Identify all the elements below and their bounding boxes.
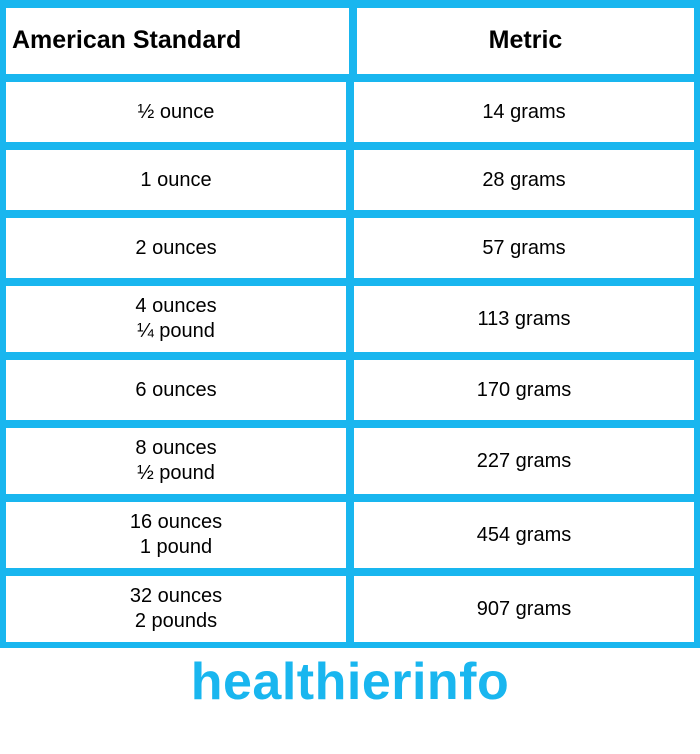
american-cell: 32 ounces 2 pounds [6, 576, 346, 642]
metric-cell: 57 grams [354, 218, 694, 278]
cell-text: ¼ pound [137, 319, 215, 344]
cell-text: 2 ounces [135, 236, 216, 261]
american-cell: 2 ounces [6, 218, 346, 278]
cell-text: 6 ounces [135, 378, 216, 403]
cell-text: 2 pounds [135, 609, 217, 634]
american-cell: 6 ounces [6, 360, 346, 420]
metric-cell: 907 grams [354, 576, 694, 642]
cell-text: 1 ounce [140, 168, 211, 193]
cell-text: ½ ounce [138, 100, 215, 125]
table-row: 6 ounces 170 grams [6, 360, 694, 420]
cell-text: 1 pound [140, 535, 212, 560]
metric-cell: 113 grams [354, 286, 694, 352]
metric-cell: 28 grams [354, 150, 694, 210]
american-cell: 1 ounce [6, 150, 346, 210]
cell-text: 227 grams [477, 449, 572, 474]
american-cell: 4 ounces ¼ pound [6, 286, 346, 352]
table-row: 1 ounce 28 grams [6, 150, 694, 210]
cell-text: 28 grams [482, 168, 565, 193]
american-cell: 16 ounces 1 pound [6, 502, 346, 568]
table-row: 2 ounces 57 grams [6, 218, 694, 278]
brand-text: healthierinfo [191, 653, 510, 711]
cell-text: ½ pound [137, 461, 215, 486]
cell-text: 907 grams [477, 597, 572, 622]
metric-cell: 454 grams [354, 502, 694, 568]
header-label: American Standard [12, 25, 241, 56]
cell-text: 454 grams [477, 523, 572, 548]
table-row: ½ ounce 14 grams [6, 82, 694, 142]
cell-text: 4 ounces [135, 294, 216, 319]
american-cell: 8 ounces ½ pound [6, 428, 346, 494]
footer: healthierinfo [0, 648, 700, 720]
cell-text: 57 grams [482, 236, 565, 261]
header-label: Metric [489, 25, 563, 56]
table-row: 32 ounces 2 pounds 907 grams [6, 576, 694, 642]
table-row: 16 ounces 1 pound 454 grams [6, 502, 694, 568]
cell-text: 16 ounces [130, 510, 222, 535]
metric-cell: 170 grams [354, 360, 694, 420]
column-header-american: American Standard [6, 8, 349, 74]
table-row: 8 ounces ½ pound 227 grams [6, 428, 694, 494]
metric-cell: 227 grams [354, 428, 694, 494]
table-header-row: American Standard Metric [6, 8, 694, 74]
american-cell: ½ ounce [6, 82, 346, 142]
metric-cell: 14 grams [354, 82, 694, 142]
column-header-metric: Metric [357, 8, 694, 74]
cell-text: 113 grams [477, 307, 570, 332]
table-row: 4 ounces ¼ pound 113 grams [6, 286, 694, 352]
cell-text: 14 grams [482, 100, 565, 125]
cell-text: 32 ounces [130, 584, 222, 609]
cell-text: 170 grams [477, 378, 572, 403]
cell-text: 8 ounces [135, 436, 216, 461]
conversion-table: American Standard Metric ½ ounce 14 gram… [0, 0, 700, 648]
